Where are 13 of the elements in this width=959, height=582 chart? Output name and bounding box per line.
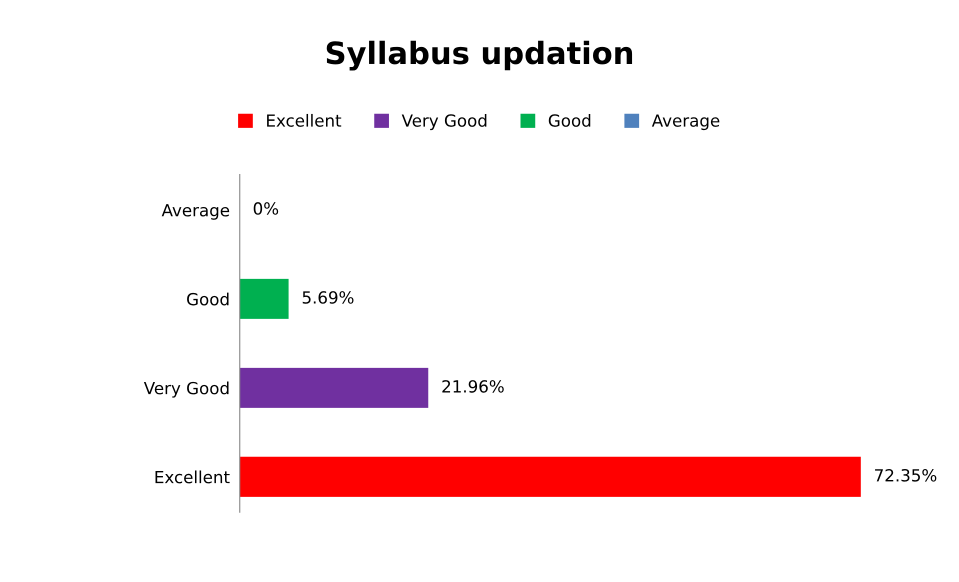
data-label: 72.35%	[875, 469, 936, 482]
chart-title: Syllabus updation	[326, 40, 632, 71]
legend-label: Good	[548, 114, 590, 127]
y-tick-label: Average	[162, 204, 230, 220]
data-label: 0%	[254, 202, 278, 215]
data-label: 21.96%	[442, 380, 504, 393]
y-tick-label: Excellent	[156, 470, 230, 484]
legend-label: Very Good	[402, 114, 486, 130]
legend-label: Average	[652, 114, 720, 130]
y-tick-label: Very Good	[144, 382, 229, 398]
legend-label: Excellent	[267, 114, 342, 127]
data-label: 5.69%	[302, 291, 354, 304]
y-tick-label: Good	[187, 292, 229, 306]
